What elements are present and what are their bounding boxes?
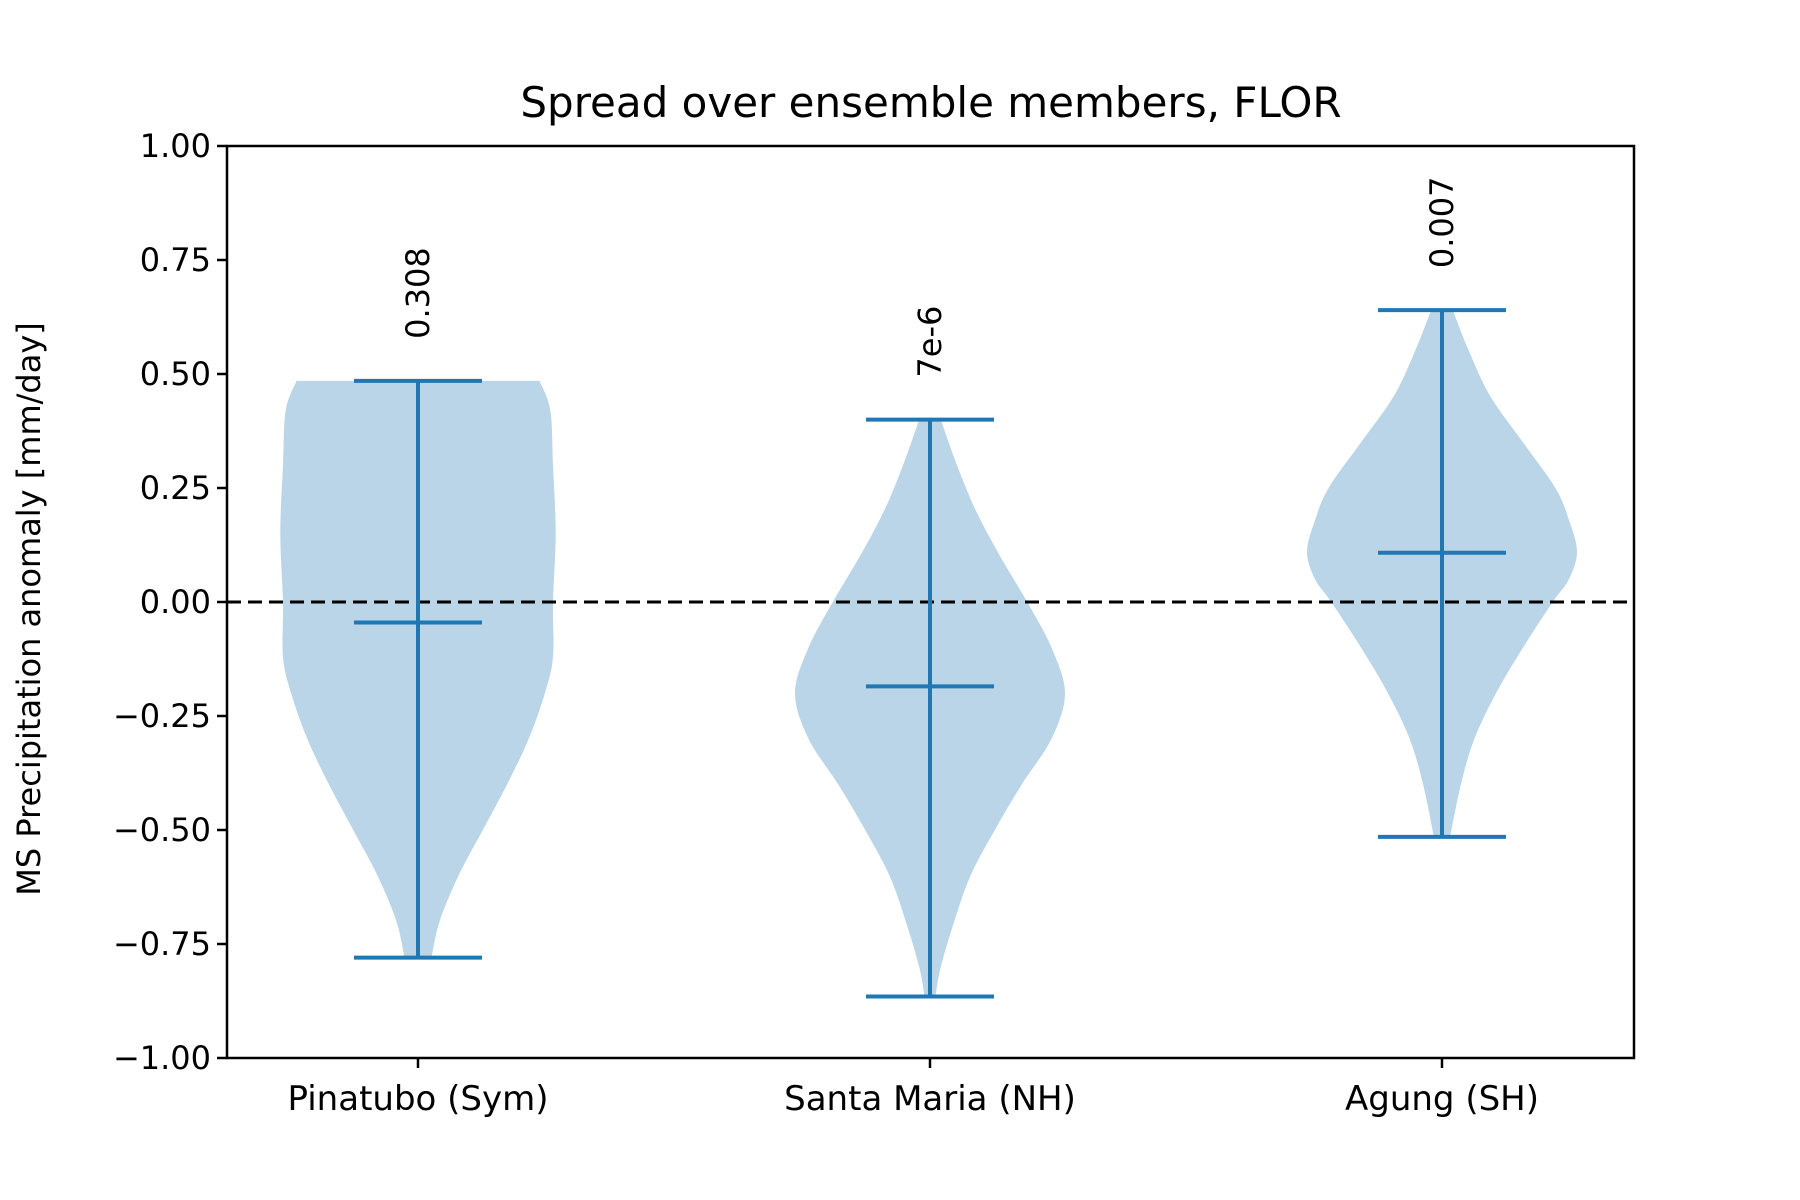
- violin-annotation: 7e-6: [911, 306, 949, 378]
- y-tick-label: −0.50: [113, 811, 211, 849]
- y-tick-label: 0.00: [140, 583, 211, 621]
- violin-annotation: 0.007: [1423, 177, 1461, 269]
- y-tick-label: 0.50: [140, 355, 211, 393]
- y-axis-ticks: −1.00 −0.75 −0.50 −0.25 0.00 0.25 0.50 0.75 1.00: [113, 127, 227, 1077]
- x-category-label: Santa Maria (NH): [784, 1079, 1076, 1119]
- y-tick-label: −0.75: [113, 925, 211, 963]
- violin-annotation: 0.308: [399, 247, 437, 339]
- y-tick-label: −0.25: [113, 697, 211, 735]
- y-tick-label: 0.75: [140, 241, 211, 279]
- x-category-label: Agung (SH): [1345, 1079, 1539, 1119]
- y-tick-label: −1.00: [113, 1039, 211, 1077]
- y-axis-label: MS Precipitation anomaly [mm/day]: [10, 322, 48, 895]
- x-category-label: Pinatubo (Sym): [287, 1079, 548, 1119]
- plot-frame: [225, 144, 1636, 1060]
- y-tick-label: 0.25: [140, 469, 211, 507]
- x-axis-categories: Pinatubo (Sym) Santa Maria (NH) Agung (SH): [287, 1058, 1539, 1119]
- y-tick-label: 1.00: [140, 127, 211, 165]
- chart-title: Spread over ensemble members, FLOR: [520, 78, 1341, 127]
- plot-area: 0.308 7e-6 0.007: [227, 177, 1634, 999]
